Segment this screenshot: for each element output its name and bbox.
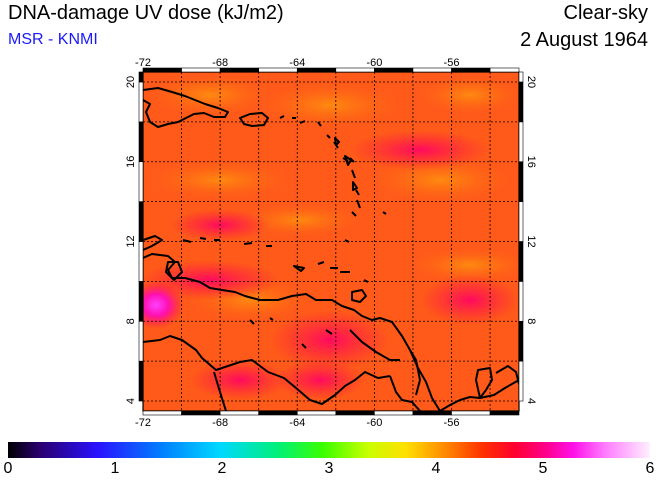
map-title: DNA-damage UV dose (kJ/m2) [8, 2, 284, 24]
border-segment [518, 121, 524, 163]
border-segment [138, 121, 144, 163]
border-segment [258, 410, 298, 416]
colorbar-tick-label: 2 [217, 460, 227, 477]
border-segment [138, 241, 144, 282]
sky-condition-label: Clear-sky [563, 2, 648, 24]
border-segment [138, 71, 144, 83]
colorbar-tick-label: 5 [538, 460, 548, 477]
lat-tick-label-left: 20 [125, 76, 137, 88]
border-segment [518, 360, 524, 402]
lat-tick-label-left: 16 [125, 156, 137, 168]
colorbar-tick-label: 4 [431, 460, 441, 477]
lon-tick-label-top: -64 [289, 57, 305, 69]
coastlines [143, 87, 519, 411]
colorbar-tick-label: 1 [110, 460, 120, 477]
lat-tick-label-left: 12 [125, 235, 137, 247]
border-segment [138, 201, 144, 242]
lon-tick-label-bottom: -64 [289, 417, 305, 429]
border-segment [518, 320, 524, 362]
border-segment [489, 67, 520, 73]
colorbar-tick-label: 6 [645, 460, 655, 477]
colorbar-tick-label: 0 [3, 460, 13, 477]
tick-labels: -72 -72 -68 -68 -64 -64 -60 -60 -56 -56 4 4 8 8 12 12 16… [125, 57, 537, 429]
lat-tick-label-left: 8 [125, 318, 137, 324]
colorbar [8, 442, 650, 458]
lat-tick-label-right: 4 [525, 398, 537, 404]
border-segment [518, 241, 524, 282]
border-segment [518, 81, 524, 123]
lon-tick-label-top: -60 [366, 57, 382, 69]
lat-tick-label-right: 12 [525, 235, 537, 247]
lon-tick-label-bottom: -68 [212, 417, 228, 429]
lat-tick-label-right: 16 [525, 156, 537, 168]
lon-tick-label-bottom: -72 [135, 417, 151, 429]
lon-tick-label-top: -72 [135, 57, 151, 69]
lon-tick-label-top: -68 [212, 57, 228, 69]
border-segment [412, 410, 452, 416]
source-label: MSR - KNMI [8, 31, 98, 48]
border-segment [142, 410, 182, 416]
uv-dose-map: -72 -72 -68 -68 -64 -64 -60 -60 -56 -56 4 4 8 8 12 12 16… [125, 57, 537, 429]
uv-field [143, 72, 519, 411]
border-segment [219, 410, 259, 416]
lat-tick-label-right: 20 [525, 76, 537, 88]
border-segment [489, 410, 520, 416]
border-segment [518, 281, 524, 322]
border-segment [518, 201, 524, 242]
lat-tick-label-left: 4 [125, 398, 137, 404]
border-segment [138, 81, 144, 123]
lon-tick-label-top: -56 [444, 57, 460, 69]
colorbar-tick-label: 3 [324, 460, 334, 477]
border-segment [518, 71, 524, 83]
border-segment [374, 410, 414, 416]
lat-tick-label-right: 8 [525, 318, 537, 324]
border-segment [138, 360, 144, 402]
lon-tick-label-bottom: -56 [444, 417, 460, 429]
date-label: 2 August 1964 [520, 29, 648, 51]
border-segment [296, 410, 337, 416]
border-segment [138, 161, 144, 202]
lon-tick-label-bottom: -60 [366, 417, 382, 429]
map-border [138, 67, 524, 416]
border-segment [335, 410, 375, 416]
border-segment [138, 281, 144, 322]
border-segment [138, 320, 144, 362]
border-segment [518, 161, 524, 202]
border-segment [181, 410, 221, 416]
border-segment [451, 410, 491, 416]
